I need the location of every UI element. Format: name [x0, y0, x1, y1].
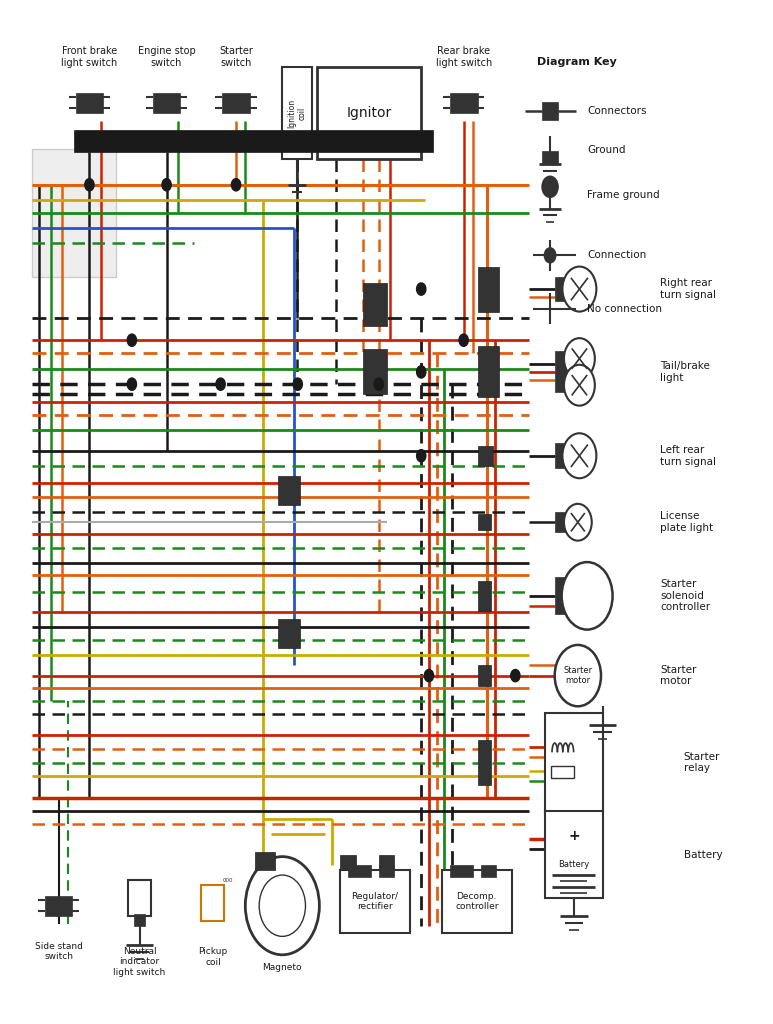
Circle shape — [417, 366, 426, 378]
Text: Pickup
coil: Pickup coil — [198, 947, 227, 967]
Bar — [442, 870, 512, 933]
Circle shape — [562, 562, 612, 630]
Text: Starter
switch: Starter switch — [219, 46, 253, 68]
Bar — [128, 881, 152, 915]
Circle shape — [511, 670, 520, 682]
Bar — [32, 148, 117, 276]
Bar — [481, 865, 496, 878]
Bar — [478, 581, 492, 611]
Bar — [74, 130, 433, 152]
Bar — [543, 151, 558, 163]
Text: 000: 000 — [223, 878, 233, 883]
Bar — [555, 351, 572, 392]
Bar — [76, 93, 104, 113]
Text: Left rear
turn signal: Left rear turn signal — [660, 445, 717, 467]
Bar — [478, 445, 493, 466]
Text: Starter
solenoid
controller: Starter solenoid controller — [660, 580, 710, 612]
Text: Right rear
turn signal: Right rear turn signal — [660, 279, 717, 300]
Bar — [363, 283, 386, 326]
Bar — [363, 349, 386, 394]
Bar — [379, 865, 394, 878]
Bar — [282, 68, 312, 159]
Text: Front brake
light switch: Front brake light switch — [61, 46, 117, 68]
Text: Battery: Battery — [683, 850, 722, 859]
Circle shape — [162, 178, 172, 190]
Circle shape — [293, 378, 302, 390]
Bar — [278, 620, 300, 648]
Circle shape — [417, 450, 426, 462]
Bar — [379, 855, 394, 870]
Circle shape — [564, 338, 595, 379]
Circle shape — [128, 334, 137, 346]
Text: No connection: No connection — [587, 303, 662, 313]
Text: Engine stop
switch: Engine stop switch — [138, 46, 196, 68]
Circle shape — [424, 670, 434, 682]
Text: Starter
motor: Starter motor — [660, 665, 696, 686]
Text: Magneto: Magneto — [263, 963, 302, 972]
Bar — [551, 766, 574, 778]
Bar — [478, 666, 492, 686]
Circle shape — [555, 645, 601, 707]
Circle shape — [563, 266, 597, 311]
Bar — [555, 276, 572, 301]
Circle shape — [543, 176, 558, 197]
Text: Starter
motor: Starter motor — [564, 666, 592, 685]
Bar — [317, 68, 421, 159]
Bar — [255, 852, 274, 870]
Circle shape — [216, 378, 225, 390]
Bar — [545, 811, 602, 897]
Circle shape — [564, 365, 595, 406]
Text: Decomp.
controller: Decomp. controller — [455, 892, 499, 911]
Text: Starter
relay: Starter relay — [683, 752, 720, 773]
Text: Ignitor: Ignitor — [346, 106, 392, 120]
Bar — [543, 102, 558, 121]
Bar — [555, 578, 572, 614]
Bar — [45, 896, 73, 915]
Bar — [478, 266, 499, 311]
Text: Regulator/
rectifier: Regulator/ rectifier — [352, 892, 398, 911]
Text: Side stand
switch: Side stand switch — [35, 942, 83, 962]
Bar — [340, 870, 410, 933]
Bar — [278, 476, 300, 505]
Text: Connectors: Connectors — [587, 106, 647, 116]
Text: Frame ground: Frame ground — [587, 190, 659, 200]
Circle shape — [417, 283, 426, 295]
Bar — [478, 740, 492, 785]
Circle shape — [374, 378, 383, 390]
Bar — [135, 913, 145, 926]
Bar — [478, 346, 499, 397]
Text: Diagram Key: Diagram Key — [537, 57, 617, 67]
Bar — [555, 512, 572, 532]
Circle shape — [564, 504, 592, 541]
Text: Ground: Ground — [587, 145, 625, 155]
Text: License
plate light: License plate light — [660, 511, 713, 534]
Text: Rear brake
light switch: Rear brake light switch — [435, 46, 492, 68]
Bar — [450, 93, 478, 113]
Bar — [153, 93, 180, 113]
Text: Connection: Connection — [587, 250, 646, 260]
Bar — [348, 865, 371, 878]
Text: +: + — [568, 829, 580, 843]
Bar — [478, 514, 492, 530]
Bar — [545, 714, 602, 812]
Text: Tail/brake
light: Tail/brake light — [660, 361, 710, 383]
Bar — [201, 886, 224, 921]
Circle shape — [259, 876, 305, 936]
Circle shape — [85, 178, 94, 190]
Circle shape — [128, 378, 137, 390]
Text: Ignition
coil: Ignition coil — [288, 98, 307, 128]
Text: Neutral
indicator
light switch: Neutral indicator light switch — [114, 947, 165, 977]
Bar — [222, 93, 250, 113]
Bar — [340, 855, 356, 870]
Circle shape — [245, 857, 319, 954]
Circle shape — [563, 433, 597, 478]
Circle shape — [231, 178, 240, 190]
Circle shape — [459, 334, 468, 346]
Circle shape — [545, 248, 556, 262]
Text: Battery: Battery — [558, 860, 590, 869]
Bar — [555, 443, 572, 468]
Bar — [450, 865, 473, 878]
